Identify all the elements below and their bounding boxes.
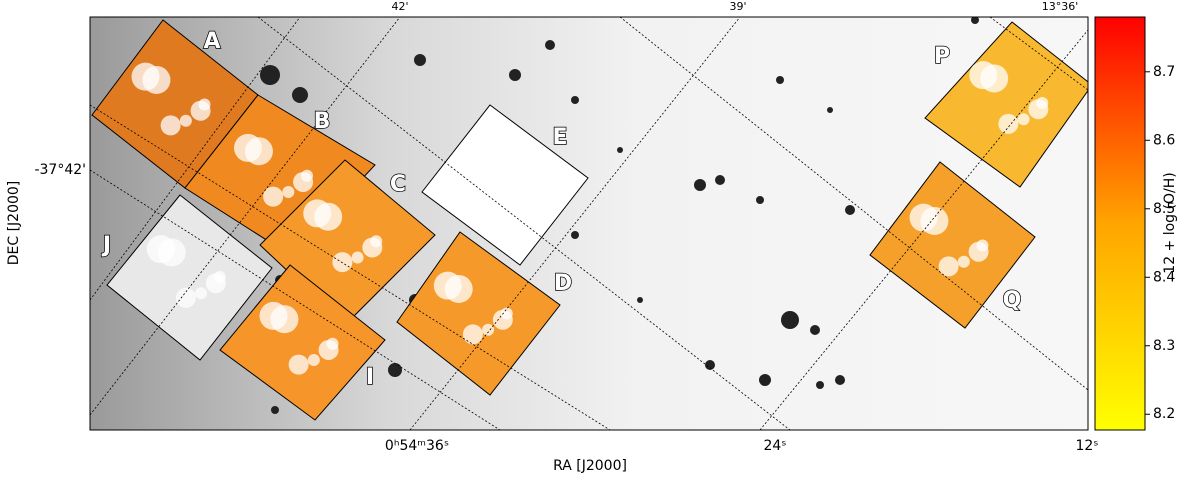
- masked-area: [175, 287, 196, 308]
- masked-area: [160, 115, 181, 136]
- masked-area: [318, 339, 339, 360]
- y-axis-label: DEC [J2000]: [6, 181, 22, 266]
- masked-area: [491, 195, 512, 216]
- region-label: C: [390, 172, 406, 197]
- masked-area: [957, 255, 970, 268]
- star: [756, 196, 764, 204]
- x-axis-label: RA [J2000]: [553, 458, 627, 474]
- masked-area: [472, 146, 501, 175]
- masked-area: [1028, 99, 1049, 120]
- star: [571, 231, 579, 239]
- masked-area: [462, 324, 483, 345]
- star: [810, 325, 820, 335]
- x-tick-label: 12ˢ: [1075, 438, 1098, 454]
- colorbar: [1094, 16, 1146, 431]
- masked-area: [998, 113, 1019, 134]
- colorbar-tick-label: 8.3: [1153, 338, 1175, 354]
- masked-area: [521, 181, 542, 202]
- masked-area: [179, 114, 192, 127]
- colorbar-tick-label: 8.7: [1153, 64, 1175, 80]
- colorbar-tick-label: 8.6: [1153, 132, 1175, 148]
- sky-image: [90, 17, 1088, 430]
- star: [759, 374, 771, 386]
- star: [781, 311, 799, 329]
- masked-area: [288, 354, 309, 375]
- masked-area: [351, 251, 364, 264]
- region-label: Q: [1003, 288, 1022, 313]
- masked-area: [270, 305, 299, 334]
- masked-area: [314, 202, 343, 231]
- star: [509, 69, 521, 81]
- masked-area: [920, 206, 949, 235]
- top-tick-label: 42': [391, 0, 408, 13]
- star: [971, 17, 979, 24]
- colorbar-label: 12 + log (O/H): [1162, 172, 1178, 273]
- region-panel: [421, 104, 589, 266]
- star: [776, 76, 784, 84]
- x-tick-label: 24ˢ: [763, 438, 786, 454]
- region-label: A: [203, 29, 220, 54]
- masked-area: [1017, 113, 1030, 126]
- star: [827, 107, 833, 113]
- masked-area: [205, 273, 226, 294]
- masked-area: [510, 195, 523, 208]
- star: [414, 54, 426, 66]
- region-label: I: [366, 365, 374, 390]
- star: [705, 360, 715, 370]
- masked-area: [190, 100, 211, 121]
- star: [845, 205, 855, 215]
- masked-area: [195, 287, 208, 300]
- masked-area: [980, 64, 1009, 93]
- star: [271, 406, 279, 414]
- star: [545, 40, 555, 50]
- region-label: B: [314, 109, 331, 134]
- masked-area: [362, 237, 383, 258]
- region-panel: [106, 194, 273, 361]
- plot-frame: [89, 16, 1089, 431]
- region-panel: [219, 264, 386, 421]
- region-label: E: [552, 125, 567, 150]
- masked-area: [263, 186, 284, 207]
- masked-area: [293, 171, 314, 192]
- top-tick-label: 13°36': [1042, 0, 1079, 13]
- masked-area: [157, 238, 186, 267]
- colorbar-tick-label: 8.4: [1153, 269, 1175, 285]
- masked-area: [492, 309, 513, 330]
- region-label: P: [934, 44, 950, 69]
- region-panel: [396, 231, 561, 396]
- region-panel: [869, 161, 1036, 329]
- region-label: D: [554, 271, 572, 296]
- y-tick-label: -37°42': [34, 162, 86, 178]
- star: [835, 375, 845, 385]
- x-tick-label: 0ʰ54ᵐ36ˢ: [385, 438, 449, 454]
- region-panel: [924, 21, 1088, 188]
- masked-area: [482, 323, 495, 336]
- region-label: J: [101, 233, 111, 258]
- star: [816, 381, 824, 389]
- masked-area: [332, 252, 353, 273]
- star: [388, 363, 402, 377]
- coordinate-grid: [90, 17, 1088, 430]
- masked-area: [282, 185, 295, 198]
- colorbar-tick-label: 8.5: [1153, 201, 1175, 217]
- masked-area: [968, 241, 989, 262]
- star: [292, 87, 308, 103]
- star: [694, 179, 706, 191]
- masked-area: [244, 137, 273, 166]
- star: [260, 65, 280, 85]
- star: [617, 147, 623, 153]
- star: [637, 297, 643, 303]
- masked-area: [142, 65, 171, 94]
- top-tick-label: 39': [729, 0, 746, 13]
- masked-area: [307, 353, 320, 366]
- star: [571, 96, 579, 104]
- colorbar-tick-label: 8.2: [1153, 406, 1175, 422]
- masked-area: [444, 274, 473, 303]
- star: [715, 175, 725, 185]
- masked-area: [938, 256, 959, 277]
